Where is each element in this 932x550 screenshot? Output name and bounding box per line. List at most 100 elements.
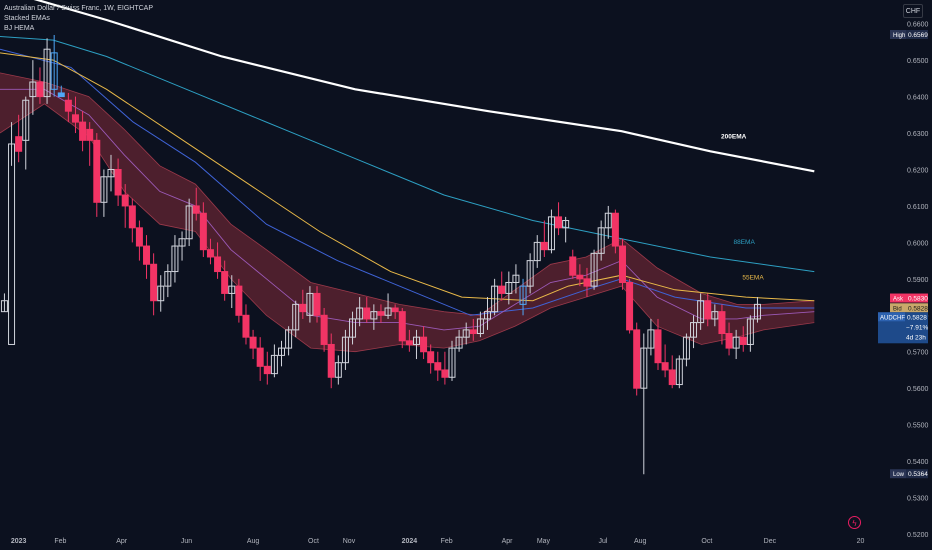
- candle-body: [675, 358, 683, 386]
- last-price-tag: AUDCHF 0.5828 −7.91% 4d 23h: [878, 312, 928, 344]
- candle-body: [199, 212, 207, 251]
- candle: [540, 220, 548, 257]
- candle-body: [178, 238, 186, 247]
- candle: [647, 318, 655, 356]
- candle: [441, 351, 449, 385]
- high-tag-label: High: [893, 33, 905, 39]
- candle-body: [476, 318, 484, 335]
- candle-body: [469, 329, 477, 335]
- candle: [505, 271, 513, 305]
- candle: [391, 304, 399, 319]
- candle: [633, 322, 641, 396]
- candle: [512, 264, 520, 294]
- candle-body: [654, 329, 662, 364]
- ema88-label: 88EMA: [733, 239, 755, 246]
- candle: [93, 133, 101, 217]
- lightning-icon[interactable]: ϟ: [848, 516, 861, 529]
- ask-tag: Ask 0.5830: [890, 293, 928, 303]
- symbol-title[interactable]: Australian Dollar / Swiss Franc, 1W, EIG…: [4, 5, 153, 12]
- candle-body: [356, 307, 364, 320]
- y-axis: 0.6600 0.6500 0.6400 0.6300 0.6200 0.6100 0.60…: [907, 22, 929, 539]
- bid-tag-label-box: [890, 303, 906, 313]
- candle-body: [263, 365, 271, 375]
- indicator-stacked-emas[interactable]: Stacked EMAs: [4, 15, 50, 22]
- candle: [164, 264, 172, 298]
- ribbon-upper-line: [0, 72, 815, 316]
- low-tag-label-box: [890, 469, 906, 479]
- candle: [377, 304, 385, 323]
- chart-legend: Australian Dollar / Swiss Franc, 1W, EIG…: [4, 4, 153, 34]
- candle-body: [128, 205, 136, 229]
- candle-body: [93, 139, 101, 203]
- candle-body: [8, 143, 16, 345]
- candle: [22, 96, 30, 170]
- y-tick-label: 0.5700: [907, 350, 929, 357]
- candle: [57, 85, 65, 98]
- x-tick-label: May: [537, 538, 551, 545]
- x-tick-label: Feb: [441, 538, 453, 545]
- candle-body: [526, 260, 534, 287]
- low-tag-value: 0.5364: [908, 471, 928, 478]
- ema88-line: [0, 36, 815, 273]
- candle-body: [164, 271, 172, 287]
- candle-body: [384, 307, 392, 316]
- candle-body: [299, 303, 307, 313]
- candle: [412, 329, 420, 360]
- indicator-bj-hema[interactable]: BJ HEMA: [4, 25, 35, 32]
- candle-body: [107, 168, 115, 178]
- candle: [491, 278, 499, 316]
- candle-body: [711, 311, 719, 320]
- candle: [228, 275, 236, 309]
- candle: [519, 278, 527, 316]
- candle-body: [15, 136, 23, 152]
- candle: [370, 304, 378, 330]
- candle: [590, 249, 598, 290]
- candle-body: [420, 336, 428, 353]
- candle: [640, 333, 648, 475]
- candle: [334, 355, 342, 385]
- candle: [555, 202, 563, 236]
- candle-body: [228, 285, 236, 294]
- candle-body: [555, 216, 563, 229]
- x-tick-label: 20: [857, 538, 865, 545]
- candle: [185, 198, 193, 247]
- candle: [661, 344, 669, 378]
- currency-button[interactable]: CHF: [903, 4, 923, 18]
- candle: [320, 308, 328, 352]
- candle-body: [398, 311, 406, 342]
- candle-body: [682, 336, 690, 360]
- candle: [341, 329, 349, 370]
- candle: [690, 315, 698, 349]
- candle: [242, 304, 250, 345]
- candle-body: [434, 362, 442, 371]
- candle: [150, 253, 158, 316]
- candle: [263, 351, 271, 385]
- y-tick-label: 0.6500: [907, 58, 929, 65]
- candle-body: [171, 245, 179, 273]
- ask-tag-label: Ask: [893, 297, 904, 303]
- bid-tag-value: 0.5828: [908, 305, 928, 312]
- candle-body: [533, 241, 541, 262]
- candle-body: [185, 205, 193, 240]
- candle-body: [562, 220, 570, 229]
- candle-body: [427, 351, 435, 364]
- candle: [725, 322, 733, 356]
- candle-body: [249, 336, 257, 349]
- candle-body: [150, 263, 158, 302]
- candle-body: [135, 227, 143, 247]
- candle-body: [611, 212, 619, 247]
- ema200-line: [33, 0, 815, 173]
- candle-body: [519, 285, 527, 305]
- candle-body: [668, 369, 676, 386]
- candle: [8, 122, 16, 345]
- last-price-symbol: AUDCHF: [880, 315, 905, 321]
- candle: [299, 289, 307, 319]
- candle: [64, 92, 72, 123]
- candle: [611, 209, 619, 254]
- candle-body: [285, 329, 293, 349]
- candle: [604, 205, 612, 239]
- candle: [618, 238, 626, 290]
- y-tick-label: 0.5900: [907, 277, 929, 284]
